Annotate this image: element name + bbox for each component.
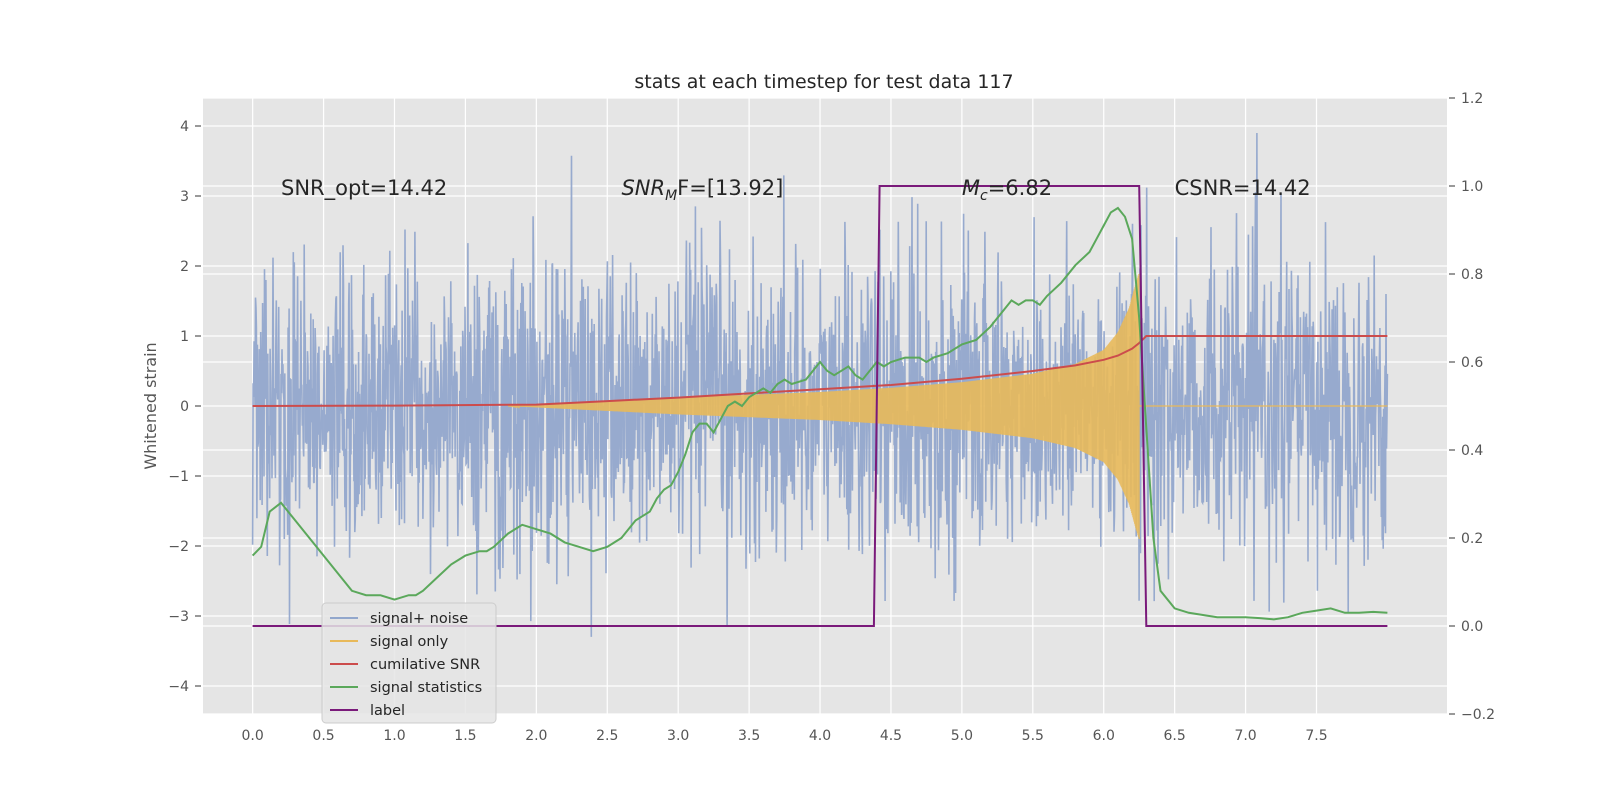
x-tick-label-9: 4.5: [880, 728, 902, 744]
y-tick-label-4: 0: [180, 399, 189, 415]
y-right-tick-label-4: 0.6: [1461, 355, 1483, 371]
y-tick-label-1: −3: [168, 609, 189, 625]
x-tick-label-3: 1.5: [454, 728, 476, 744]
y-right-tick-label-1: 0.0: [1461, 619, 1483, 635]
x-tick-label-1: 0.5: [312, 728, 334, 744]
annotation-0: SNR_opt=14.42: [281, 176, 447, 201]
x-tick-label-13: 6.5: [1164, 728, 1186, 744]
chart-title: stats at each timestep for test data 117: [634, 71, 1013, 93]
x-tick-label-12: 6.0: [1093, 728, 1115, 744]
signal-only-series: [508, 273, 1388, 540]
x-tick-label-4: 2.0: [525, 728, 547, 744]
y-tick-label-3: −1: [168, 469, 189, 485]
x-tick-label-15: 7.5: [1305, 728, 1327, 744]
series-label: [252, 185, 1388, 627]
y-tick-label-8: 4: [180, 119, 189, 135]
series-signal-statistics: [251, 206, 1388, 621]
y-right-tick-label-6: 1.0: [1461, 179, 1483, 195]
series-cumilative-snr: [252, 335, 1388, 407]
signal-noise-series: [251, 132, 1389, 637]
legend: signal+ noise signal only cumilative SNR si…: [321, 602, 497, 724]
x-tick-label-7: 3.5: [738, 728, 760, 744]
series-signal-plus-noise: [251, 132, 1389, 637]
annotation-2: Mc=6.82: [962, 176, 1052, 204]
y-right-tick-label-5: 0.8: [1461, 267, 1483, 283]
legend-entry-2: cumilative SNR: [370, 657, 480, 673]
legend-entry-1: signal only: [370, 634, 449, 650]
x-tick-label-6: 3.0: [667, 728, 689, 744]
line-series: [251, 185, 1388, 627]
annotations: SNR_opt=14.42 SNRMF=[13.92] Mc=6.82 CSNR=14…: [281, 176, 1311, 204]
annotation-3: CSNR=14.42: [1175, 176, 1311, 200]
y-tick-label-0: −4: [168, 679, 189, 695]
x-tick-label-14: 7.0: [1234, 728, 1256, 744]
legend-entry-0: signal+ noise: [370, 611, 468, 627]
x-tick-label-11: 5.5: [1022, 728, 1044, 744]
legend-entry-4: label: [370, 703, 405, 719]
y-tick-label-2: −2: [168, 539, 189, 555]
y-axis-label: Whitened strain: [141, 342, 160, 469]
y-right-tick-label-7: 1.2: [1461, 91, 1483, 107]
y-tick-label-6: 2: [180, 259, 189, 275]
y-right-tick-label-0: −0.2: [1461, 707, 1495, 723]
x-tick-label-0: 0.0: [242, 728, 264, 744]
axis-ticks: 0.0 0.5 1.0 1.5 2.0 2.5 3.0 3.5 4.0 4.5 5.0 5.5 6.0 6…: [168, 91, 1495, 744]
x-tick-label-5: 2.5: [596, 728, 618, 744]
y-right-tick-label-2: 0.2: [1461, 531, 1483, 547]
y-tick-label-5: 1: [180, 329, 189, 345]
legend-entry-3: signal statistics: [370, 680, 482, 696]
y-right-tick-label-3: 0.4: [1461, 443, 1483, 459]
x-tick-label-10: 5.0: [951, 728, 973, 744]
x-tick-label-2: 1.0: [383, 728, 405, 744]
x-tick-label-8: 4.0: [809, 728, 831, 744]
y-tick-label-7: 3: [180, 189, 189, 205]
annotation-1: SNRMF=[13.92]: [621, 176, 783, 204]
series-signal-only: [508, 273, 1140, 540]
legend-box: [321, 602, 497, 724]
